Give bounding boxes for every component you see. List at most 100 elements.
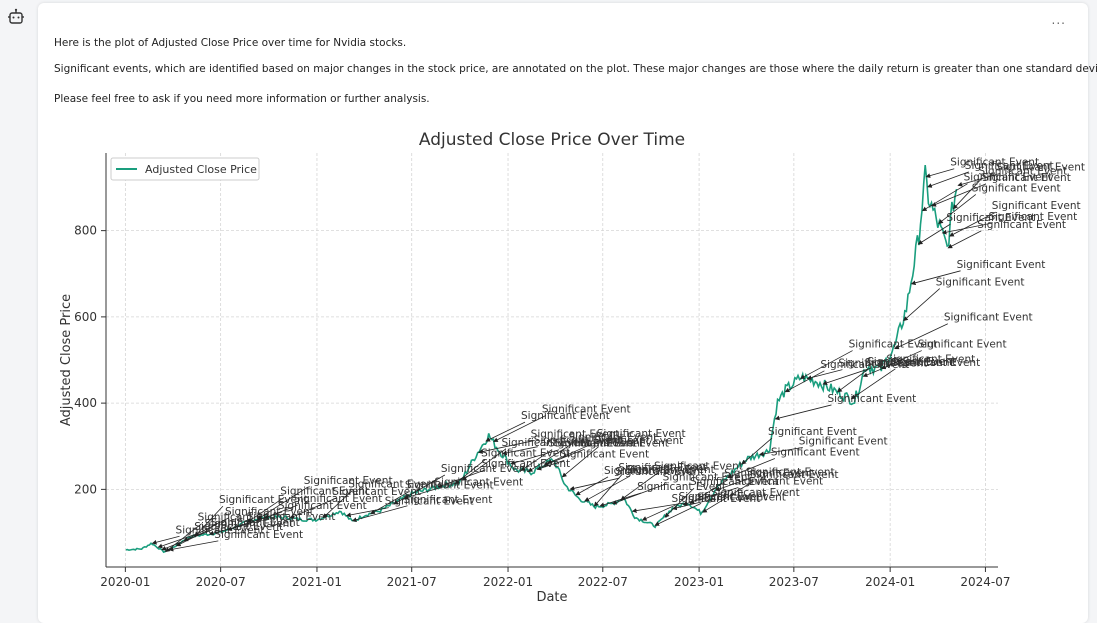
event-arrow bbox=[345, 507, 389, 518]
event-arrow bbox=[641, 504, 676, 521]
event-arrow bbox=[454, 459, 486, 485]
event-label: Significant Event bbox=[957, 259, 1046, 271]
event-label: Significant Event bbox=[348, 479, 437, 491]
event-label: Significant Event bbox=[568, 432, 657, 444]
event-arrow bbox=[289, 497, 337, 519]
event-arrow bbox=[917, 223, 951, 245]
event-arrow bbox=[894, 323, 948, 350]
event-label: Significant Event bbox=[304, 475, 393, 487]
event-arrow bbox=[931, 183, 987, 207]
y-tick-label: 600 bbox=[74, 310, 97, 324]
message-line-2: Significant events, which are identified… bbox=[54, 63, 1097, 75]
more-icon[interactable]: ... bbox=[1051, 13, 1066, 27]
event-arrow bbox=[941, 222, 993, 235]
event-arrow bbox=[957, 172, 1001, 187]
event-label: Significant Event bbox=[615, 466, 704, 478]
event-label: Significant Event bbox=[542, 404, 631, 416]
event-label: Significant Event bbox=[944, 312, 1033, 324]
event-arrow bbox=[322, 490, 353, 519]
event-label: Significant Event bbox=[618, 462, 707, 474]
event-label: Significant Event bbox=[977, 219, 1066, 231]
event-arrow bbox=[536, 459, 565, 471]
x-tick-label: 2023-01 bbox=[674, 575, 724, 589]
event-arrow bbox=[881, 350, 922, 370]
event-arrow bbox=[949, 211, 996, 237]
event-arrow bbox=[263, 504, 298, 519]
event-label: Significant Event bbox=[827, 393, 916, 405]
event-arrow bbox=[689, 479, 729, 504]
event-label: Significant Event bbox=[918, 339, 1007, 351]
event-label: Significant Event bbox=[560, 448, 649, 460]
event-label: Significant Event bbox=[965, 160, 1054, 172]
event-arrow bbox=[952, 177, 983, 210]
event-arrow bbox=[654, 503, 702, 526]
event-arrow bbox=[664, 487, 695, 518]
event-label: Significant Event bbox=[697, 491, 786, 503]
event-arrow bbox=[157, 532, 199, 549]
event-label: Significant Event bbox=[799, 435, 888, 447]
event-arrow bbox=[493, 415, 547, 442]
event-label: Significant Event bbox=[750, 469, 839, 481]
event-arrow bbox=[393, 474, 446, 505]
event-arrow bbox=[403, 487, 439, 500]
x-tick-label: 2022-07 bbox=[578, 575, 628, 589]
event-arrow bbox=[631, 502, 683, 513]
event-label: Significant Event bbox=[936, 277, 1025, 289]
event-label: Significant Event bbox=[434, 476, 523, 488]
event-label: Significant Event bbox=[214, 529, 303, 541]
event-label: Significant Event bbox=[294, 493, 383, 505]
event-label: Significant Event bbox=[597, 428, 686, 440]
event-label: Significant Event bbox=[946, 212, 1035, 224]
event-label: Significant Event bbox=[972, 182, 1061, 194]
event-label: Significant Event bbox=[211, 517, 300, 529]
event-arrow bbox=[593, 473, 623, 507]
event-arrow bbox=[561, 446, 599, 478]
event-arrow bbox=[903, 288, 940, 322]
event-arrow bbox=[758, 447, 803, 457]
bot-icon bbox=[8, 8, 24, 24]
event-arrow bbox=[910, 270, 961, 286]
event-label: Significant Event bbox=[690, 476, 779, 488]
event-arrow bbox=[921, 183, 968, 212]
message-line-1: Here is the plot of Adjusted Close Price… bbox=[54, 37, 407, 49]
event-label: Significant Event bbox=[654, 461, 743, 473]
y-tick-label: 400 bbox=[74, 396, 97, 410]
event-arrow bbox=[175, 529, 209, 547]
x-tick-label: 2023-07 bbox=[769, 575, 819, 589]
event-arrow bbox=[257, 486, 308, 520]
event-label: Significant Event bbox=[982, 172, 1071, 184]
x-tick-label: 2021-01 bbox=[292, 575, 342, 589]
event-arrow bbox=[520, 449, 553, 472]
event-label: Significant Event bbox=[604, 465, 693, 477]
event-label: Significant Event bbox=[219, 494, 308, 506]
x-tick-label: 2020-01 bbox=[100, 575, 150, 589]
event-label: Significant Event bbox=[964, 172, 1053, 184]
event-arrow bbox=[194, 505, 224, 537]
event-arrow bbox=[799, 350, 853, 379]
event-arrow bbox=[620, 472, 659, 501]
event-label: Significant Event bbox=[992, 200, 1081, 212]
event-label: Significant Event bbox=[594, 435, 683, 447]
event-label: Significant Event bbox=[580, 437, 669, 449]
event-arrow bbox=[741, 437, 773, 465]
event-label: Significant Event bbox=[626, 464, 715, 476]
event-arrow bbox=[925, 168, 955, 178]
y-axis-label: Adjusted Close Price bbox=[59, 294, 74, 426]
event-arrow bbox=[822, 367, 872, 386]
event-label: Significant Event bbox=[521, 410, 610, 422]
event-arrow bbox=[168, 540, 219, 552]
event-arrow bbox=[501, 446, 538, 456]
event-label: Significant Event bbox=[441, 463, 530, 475]
event-label: Significant Event bbox=[950, 157, 1039, 169]
event-label: Significant Event bbox=[404, 494, 493, 506]
event-arrow bbox=[351, 505, 408, 523]
event-arrow bbox=[584, 475, 631, 502]
legend: Adjusted Close Price bbox=[110, 157, 260, 181]
event-arrow bbox=[547, 439, 601, 464]
event-label: Significant Event bbox=[820, 359, 909, 371]
event-label: Significant Event bbox=[996, 161, 1085, 173]
event-arrow bbox=[183, 517, 230, 542]
event-arrow bbox=[806, 369, 843, 380]
event-label: Significant Event bbox=[679, 491, 768, 503]
